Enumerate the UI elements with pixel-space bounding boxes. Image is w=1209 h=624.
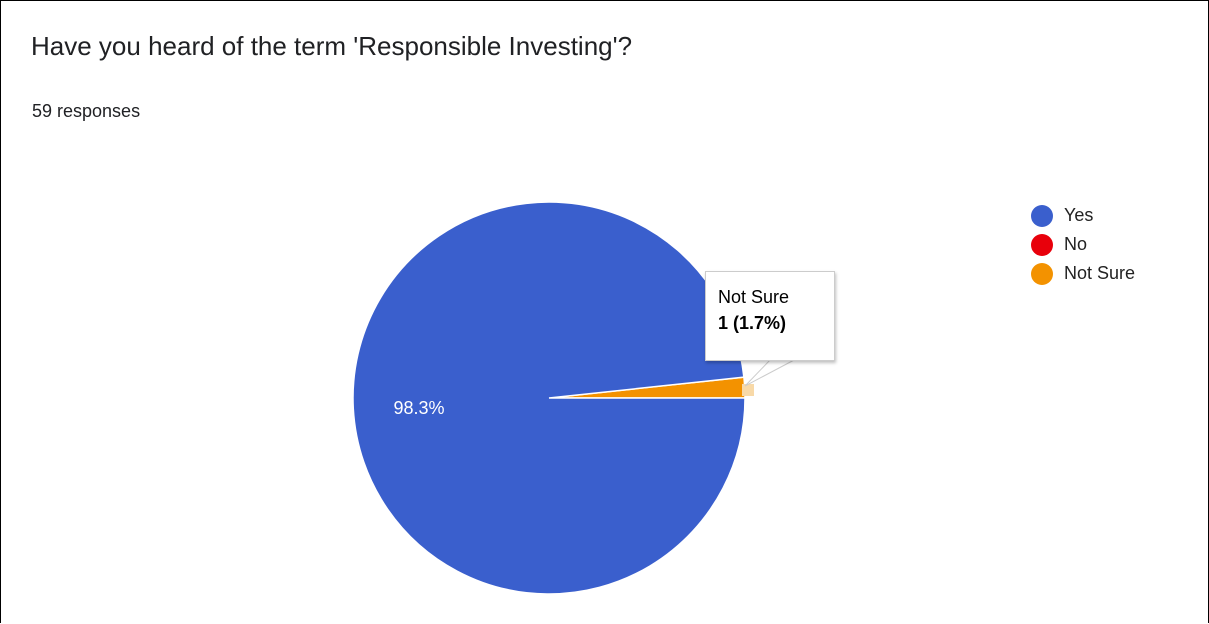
- pie-slice-yes[interactable]: [352, 201, 746, 595]
- slice-tooltip: Not Sure 1 (1.7%): [705, 271, 835, 361]
- legend-label-no: No: [1064, 234, 1088, 254]
- legend-item-not-sure[interactable]: Not Sure: [1031, 259, 1135, 288]
- legend-item-yes[interactable]: Yes: [1031, 201, 1135, 230]
- slice-highlight: [742, 384, 754, 396]
- tooltip-label: Not Sure: [718, 287, 790, 307]
- legend-item-no[interactable]: No: [1031, 230, 1135, 259]
- tooltip-pointer: [744, 358, 797, 387]
- legend-swatch-no: [1031, 233, 1053, 256]
- legend-label-not-sure: Not Sure: [1064, 263, 1136, 283]
- legend-swatch-not-sure: [1031, 262, 1053, 285]
- response-count: 59 responses: [32, 101, 141, 121]
- legend-label-yes: Yes: [1064, 205, 1094, 225]
- legend-swatch-yes: [1031, 204, 1053, 227]
- chart-title: Have you heard of the term 'Responsible …: [31, 31, 633, 61]
- chart-legend: Yes No Not Sure: [1031, 201, 1135, 288]
- tooltip-value: 1 (1.7%): [718, 313, 787, 333]
- slice-label-yes: 98.3%: [393, 398, 444, 418]
